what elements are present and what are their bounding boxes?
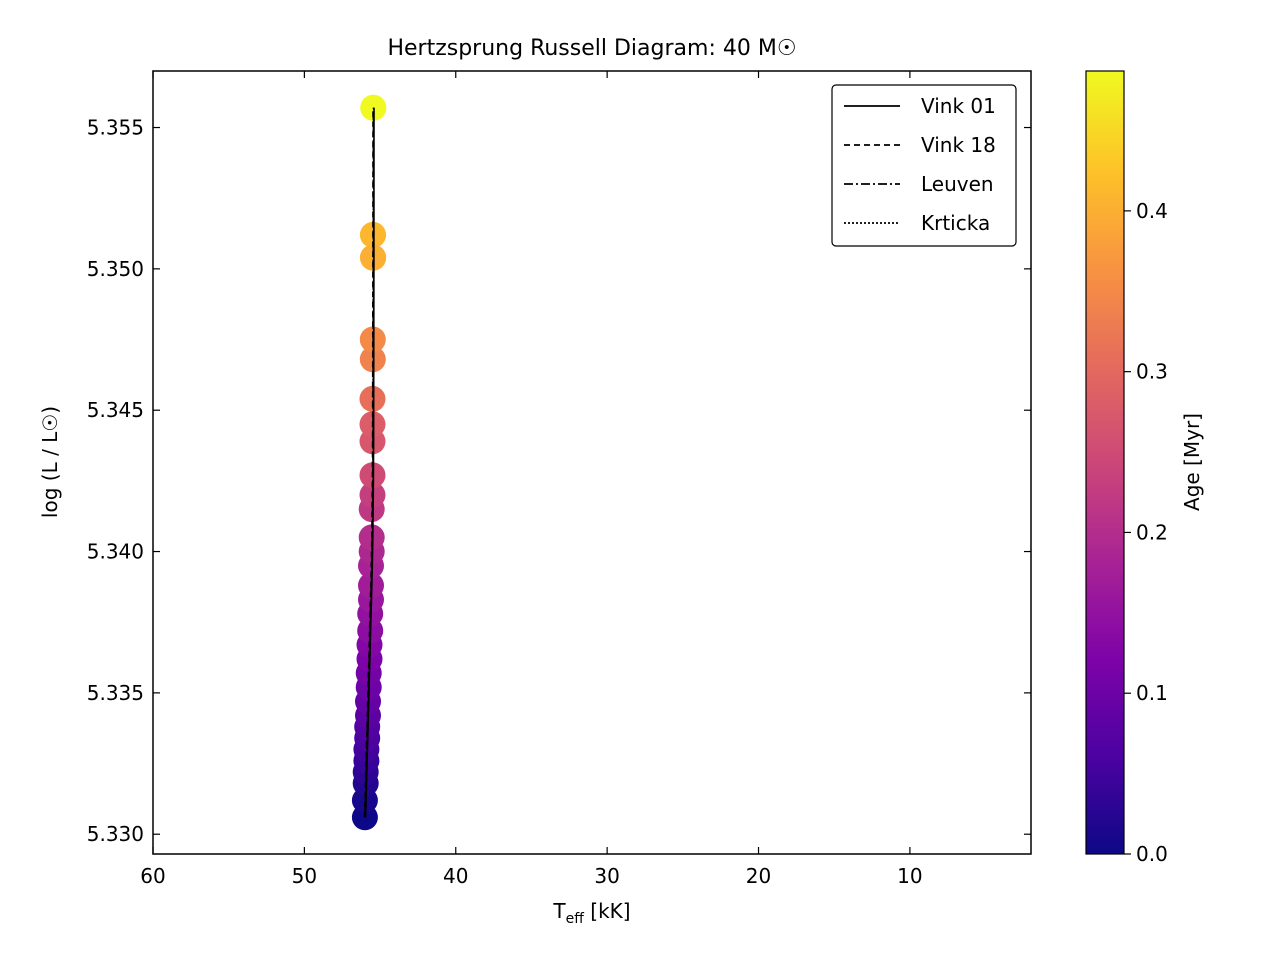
colorbar-tick-label: 0.1 bbox=[1136, 681, 1168, 705]
colorbar-tick-label: 0.4 bbox=[1136, 199, 1168, 223]
x-axis-label-unit: [kK] bbox=[584, 899, 631, 923]
y-tick-label: 5.330 bbox=[87, 822, 144, 846]
x-tick-label: 30 bbox=[594, 864, 619, 888]
y-tick-label: 5.345 bbox=[87, 398, 144, 422]
y-axis: 5.330 5.335 5.340 5.345 5.350 5.355 bbox=[87, 116, 1031, 846]
data-point bbox=[360, 244, 387, 271]
colorbar-label: Age [Myr] bbox=[1180, 413, 1204, 511]
plot-area bbox=[351, 94, 387, 831]
data-point bbox=[359, 385, 386, 412]
legend-label: Krticka bbox=[921, 211, 990, 235]
colorbar: 0.0 0.1 0.2 0.3 0.4 Age [Myr] bbox=[1085, 70, 1204, 866]
colorbar-tick-label: 0.0 bbox=[1136, 842, 1168, 866]
y-tick-label: 5.355 bbox=[87, 116, 144, 140]
x-axis-label-main: T bbox=[552, 899, 566, 923]
plot-frame bbox=[152, 70, 1032, 855]
y-tick-label: 5.350 bbox=[87, 257, 144, 281]
legend: Vink 01 Vink 18 Leuven Krticka bbox=[831, 84, 1017, 247]
colorbar-gradient bbox=[1085, 70, 1125, 855]
y-axis-label: log (L / L☉) bbox=[38, 406, 62, 518]
x-tick-label: 40 bbox=[443, 864, 468, 888]
x-tick-label: 60 bbox=[140, 864, 165, 888]
x-axis: 60 50 40 30 20 10 bbox=[140, 71, 923, 888]
legend-label: Vink 18 bbox=[921, 133, 996, 157]
x-tick-label: 50 bbox=[292, 864, 317, 888]
y-tick-label: 5.340 bbox=[87, 540, 144, 564]
x-tick-label: 10 bbox=[897, 864, 922, 888]
x-axis-label: Teff [kK] bbox=[552, 899, 630, 927]
legend-label: Leuven bbox=[921, 172, 994, 196]
data-point bbox=[359, 346, 386, 373]
series-line-krticka bbox=[364, 107, 375, 818]
y-tick-label: 5.335 bbox=[87, 681, 144, 705]
chart-title: Hertzsprung Russell Diagram: 40 M☉ bbox=[387, 36, 796, 61]
legend-label: Vink 01 bbox=[921, 94, 996, 118]
x-tick-label: 20 bbox=[746, 864, 771, 888]
x-axis-label-sub: eff bbox=[566, 911, 585, 927]
colorbar-tick-label: 0.2 bbox=[1136, 520, 1168, 544]
legend-box bbox=[831, 84, 1017, 247]
colorbar-tick-label: 0.3 bbox=[1136, 360, 1168, 384]
